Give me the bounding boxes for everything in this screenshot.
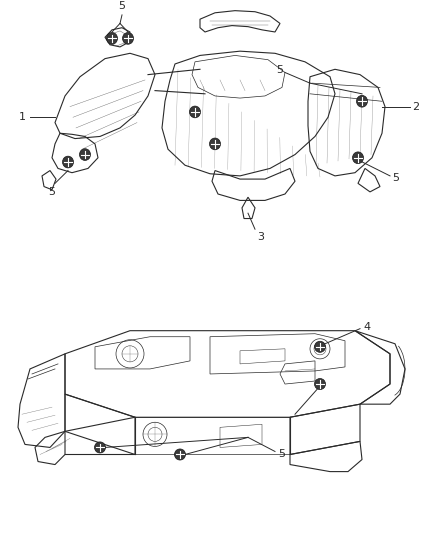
Circle shape [123,33,134,44]
Text: 5: 5 [119,1,126,11]
Text: 5: 5 [276,66,283,75]
Text: 5: 5 [49,187,56,197]
Text: 5: 5 [392,173,399,183]
Text: 4: 4 [363,321,370,332]
Circle shape [314,341,325,352]
Circle shape [80,149,91,160]
Circle shape [314,378,325,390]
Text: 3: 3 [257,232,264,243]
Circle shape [63,156,74,168]
Circle shape [106,33,117,44]
Text: 2: 2 [412,102,419,111]
Circle shape [95,442,106,453]
Circle shape [353,152,364,164]
Circle shape [357,95,367,107]
Circle shape [209,138,220,150]
Text: 1: 1 [19,112,26,122]
Circle shape [174,449,186,460]
Circle shape [190,106,201,118]
Text: 5: 5 [278,449,285,459]
